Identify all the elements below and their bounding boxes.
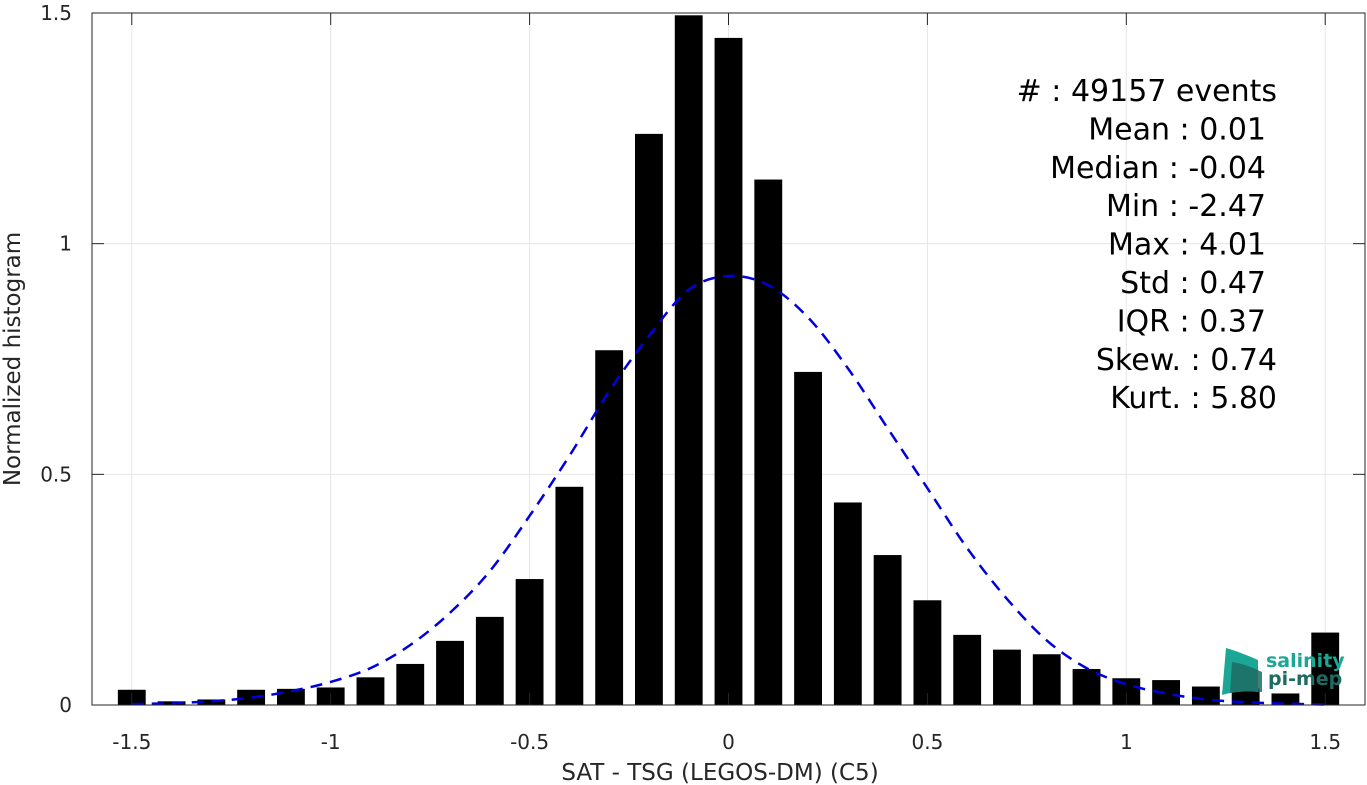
x-tick-labels: -1.5 -1 -0.5 0 0.5 1 1.5 bbox=[112, 730, 1341, 754]
histogram-bar bbox=[1271, 693, 1300, 705]
x-tick-label: -1 bbox=[321, 730, 341, 754]
histogram-bar bbox=[993, 649, 1021, 705]
x-tick-label: -0.5 bbox=[510, 730, 549, 754]
y-tick-labels: 0 0.5 1 1.5 bbox=[40, 1, 72, 717]
histogram-bar bbox=[197, 699, 226, 705]
x-tick-label: -1.5 bbox=[112, 730, 151, 754]
histogram-bar bbox=[276, 688, 305, 705]
x-axis-label: SAT - TSG (LEGOS-DM) (C5) bbox=[561, 760, 878, 785]
histogram-bar bbox=[674, 15, 703, 706]
histogram-bar bbox=[595, 350, 624, 705]
histogram-bar bbox=[396, 663, 425, 705]
x-tick-label: 1.5 bbox=[1309, 730, 1341, 754]
histogram-bar bbox=[237, 689, 266, 705]
gaussian-fit-curve bbox=[131, 274, 1326, 706]
stat-line: # : 49157 events bbox=[1017, 74, 1277, 109]
histogram-bar bbox=[714, 37, 743, 706]
logo-text-line2: pi-mep bbox=[1268, 668, 1342, 690]
histogram-bar bbox=[794, 371, 822, 705]
histogram-bar bbox=[833, 502, 862, 705]
stat-line: Kurt. : 5.80 bbox=[1110, 381, 1277, 416]
x-tick-label: 1 bbox=[1120, 730, 1133, 754]
logo-text-line1: salinity bbox=[1266, 650, 1345, 672]
stat-line: IQR : 0.37 bbox=[1117, 304, 1266, 339]
y-tick-label: 1 bbox=[59, 232, 72, 256]
histogram-bar bbox=[436, 640, 464, 705]
histogram-bar bbox=[555, 486, 584, 705]
histogram-bar bbox=[157, 701, 186, 705]
stat-line: Skew. : 0.74 bbox=[1096, 343, 1277, 378]
axis-ticks bbox=[92, 12, 1365, 706]
histogram-bar bbox=[515, 579, 544, 705]
salinity-pimep-logo: salinity pi-mep bbox=[1222, 648, 1345, 695]
y-axis-label: Normalized histogram bbox=[0, 232, 26, 486]
histogram-bar bbox=[1191, 686, 1220, 705]
histogram-bar bbox=[1311, 632, 1340, 705]
histogram-bar bbox=[1072, 669, 1101, 705]
histogram-bar bbox=[475, 616, 504, 705]
histogram-bar bbox=[873, 555, 902, 705]
stat-line: Max : 4.01 bbox=[1108, 228, 1266, 263]
histogram-bar bbox=[913, 600, 942, 705]
logo-waves-icon-dark bbox=[1230, 662, 1262, 693]
histogram-bar bbox=[635, 133, 663, 706]
stat-line: Min : -2.47 bbox=[1106, 189, 1266, 224]
stat-line: Mean : 0.01 bbox=[1088, 112, 1266, 147]
x-tick-label: 0.5 bbox=[912, 730, 944, 754]
x-tick-label: 0 bbox=[722, 730, 735, 754]
y-tick-label: 0 bbox=[59, 693, 72, 717]
histogram-bars bbox=[117, 15, 1340, 706]
histogram-bar bbox=[356, 677, 385, 705]
y-tick-label: 1.5 bbox=[40, 1, 72, 25]
histogram-bar bbox=[754, 179, 783, 706]
stat-line: Median : -0.04 bbox=[1050, 151, 1266, 186]
stat-line: Std : 0.47 bbox=[1120, 266, 1266, 301]
histogram-bar bbox=[953, 634, 982, 705]
histogram-bar bbox=[1032, 654, 1061, 705]
y-tick-label: 0.5 bbox=[40, 462, 72, 486]
